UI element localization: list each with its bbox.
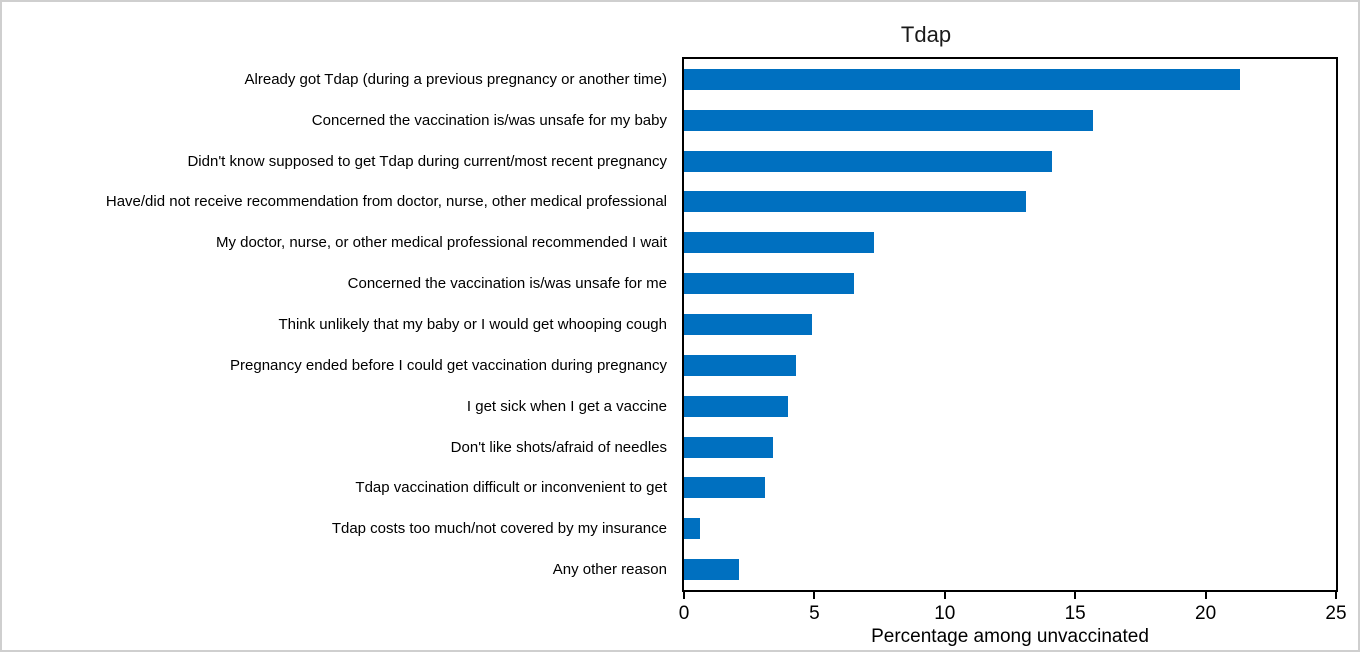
x-axis-title: Percentage among unvaccinated [871,626,1149,647]
x-axis-tick-label: 15 [1064,603,1086,624]
bar [684,559,739,581]
bar [684,354,797,376]
category-label: Tdap costs too much/not covered by my in… [331,520,667,538]
bar [684,232,875,254]
bar [684,314,812,335]
bar [684,109,1094,131]
category-label: Already got Tdap (during a previous preg… [244,70,667,88]
x-axis-tick [813,592,816,599]
x-axis-tick [1335,592,1337,599]
x-axis-tick-label: 20 [1195,603,1217,624]
x-axis-tick-label: 0 [678,603,690,624]
category-label: Pregnancy ended before I could get vacci… [230,356,667,374]
bar [684,273,854,295]
x-axis-tick [683,592,685,599]
category-label: Don't like shots/afraid of needles [450,438,667,456]
x-axis-tick [1204,592,1207,599]
category-label: My doctor, nurse, or other medical profe… [215,234,667,252]
category-label: I get sick when I get a vaccine [466,397,667,415]
bar [684,191,1026,213]
category-label: Didn't know supposed to get Tdap during … [187,152,667,170]
x-axis-tick [1074,592,1077,599]
category-label: Concerned the vaccination is/was unsafe … [311,111,667,129]
category-label: Concerned the vaccination is/was unsafe … [347,275,667,293]
bar [684,150,1052,172]
x-axis-tick-label: 25 [1325,603,1347,624]
plot-area [682,57,1338,592]
x-axis-tick-label: 5 [809,603,820,624]
bar [684,477,765,499]
bar [684,68,1240,90]
x-axis-tick [943,592,946,599]
x-axis-tick-label: 10 [934,603,956,624]
category-label: Tdap vaccination difficult or inconvenie… [355,479,667,497]
chart-title: Tdap [900,22,952,47]
bar [684,518,700,540]
bar [684,436,773,458]
category-label: Have/did not receive recommendation from… [105,193,667,211]
bar [684,395,789,417]
category-label: Any other reason [552,561,667,579]
category-label: Think unlikely that my baby or I would g… [278,316,667,333]
